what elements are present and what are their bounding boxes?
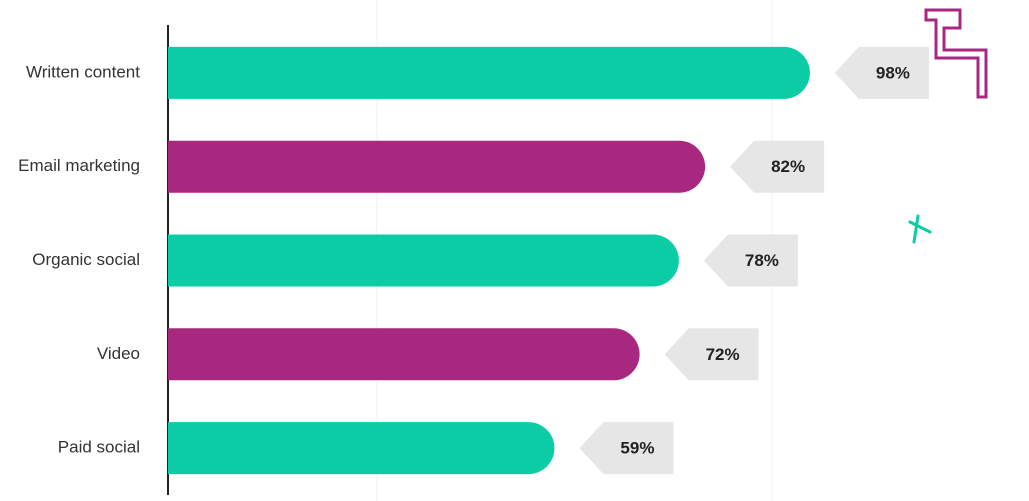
value-label-tag (579, 422, 674, 475)
value-label-tag (703, 234, 798, 287)
value-label-tag (834, 46, 929, 99)
y-tick-label: Video (97, 344, 140, 363)
value-label-tag (664, 328, 759, 381)
y-tick-label: Paid social (58, 438, 140, 457)
bar (168, 234, 679, 287)
value-label: 98% (876, 63, 910, 82)
decoration-cross (908, 214, 932, 244)
bar (168, 328, 640, 381)
value-label: 78% (745, 251, 779, 270)
bar (168, 422, 555, 475)
bar (168, 46, 810, 99)
value-label: 72% (706, 345, 740, 364)
decoration-zigzag (924, 8, 988, 99)
y-tick-label: Email marketing (18, 156, 140, 175)
y-tick-label: Written content (26, 62, 140, 81)
value-label-tag (730, 140, 825, 193)
bar (168, 140, 706, 193)
y-tick-label: Organic social (32, 250, 140, 269)
value-label: 59% (620, 439, 654, 458)
value-label: 82% (771, 157, 805, 176)
